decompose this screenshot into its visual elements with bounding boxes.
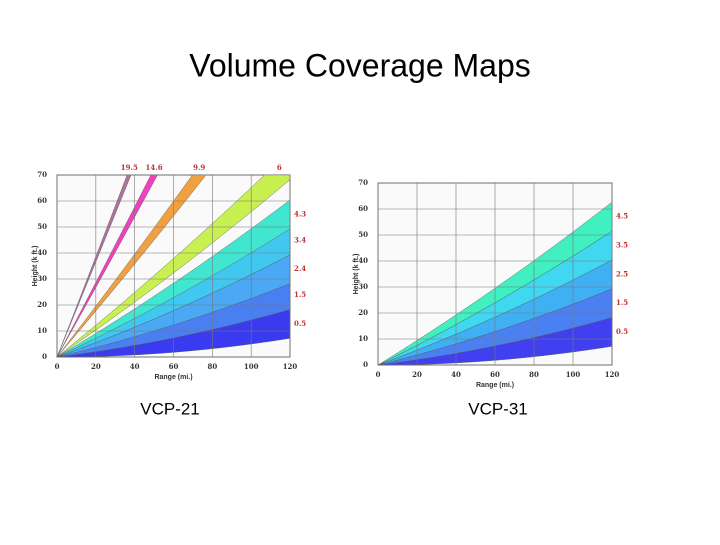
- x-tick-label: 0: [55, 362, 60, 371]
- beam: [57, 175, 158, 357]
- y-axis-label: Height (k ft.): [32, 246, 39, 287]
- beam-label: 14.6: [146, 163, 163, 172]
- chart-caption: VCP-21: [140, 399, 200, 418]
- beam-label: 0.5: [616, 327, 628, 336]
- beam-label: 3.5: [616, 241, 628, 250]
- beam-label: 9.9: [193, 163, 205, 172]
- beam-label: 3.4: [294, 235, 306, 244]
- y-tick-label: 70: [358, 178, 368, 187]
- y-tick-label: 20: [37, 300, 47, 309]
- beam-label: 1.5: [616, 298, 628, 307]
- x-tick-label: 100: [566, 370, 581, 379]
- beam-label: 0.5: [294, 319, 306, 328]
- beam-label: 2.4: [294, 264, 306, 273]
- y-tick-label: 60: [358, 204, 368, 213]
- y-tick-label: 30: [37, 274, 47, 283]
- y-tick-label: 50: [358, 230, 368, 239]
- beam: [57, 175, 132, 357]
- beams: [378, 201, 612, 365]
- beam-label: 19.5: [121, 163, 138, 172]
- y-tick-label: 10: [358, 334, 368, 343]
- x-tick-label: 40: [130, 362, 140, 371]
- beam-label: 6: [277, 163, 282, 172]
- y-tick-label: 70: [37, 170, 47, 179]
- x-tick-label: 120: [283, 362, 298, 371]
- y-tick-label: 20: [358, 308, 368, 317]
- beam: [57, 199, 290, 357]
- x-tick-label: 120: [605, 370, 620, 379]
- y-tick-label: 40: [358, 256, 368, 265]
- y-tick-label: 10: [37, 326, 47, 335]
- x-axis-label: Range (mi.): [476, 382, 514, 389]
- y-tick-label: 60: [37, 196, 47, 205]
- x-tick-label: 80: [207, 362, 217, 371]
- x-tick-label: 40: [451, 370, 461, 379]
- beam-label: 4.3: [294, 209, 306, 218]
- beam-label: 1.5: [294, 290, 306, 299]
- x-tick-label: 60: [169, 362, 179, 371]
- x-tick-label: 20: [91, 362, 101, 371]
- y-tick-label: 0: [363, 360, 368, 369]
- y-tick-label: 40: [37, 248, 47, 257]
- y-tick-label: 30: [358, 282, 368, 291]
- x-axis-label: Range (mi.): [154, 374, 192, 381]
- x-tick-label: 0: [376, 370, 381, 379]
- x-tick-label: 100: [244, 362, 259, 371]
- slide-title: Volume Coverage Maps: [189, 47, 531, 83]
- beam-label: 2.5: [616, 269, 628, 278]
- x-tick-label: 80: [529, 370, 539, 379]
- x-tick-label: 60: [490, 370, 500, 379]
- y-tick-label: 0: [42, 352, 47, 361]
- beam: [378, 201, 612, 365]
- y-axis-label: Height (k ft.): [353, 254, 360, 295]
- y-tick-label: 50: [37, 222, 47, 231]
- x-tick-label: 20: [412, 370, 422, 379]
- chart-caption: VCP-31: [468, 399, 528, 418]
- beam-label: 4.5: [616, 212, 628, 221]
